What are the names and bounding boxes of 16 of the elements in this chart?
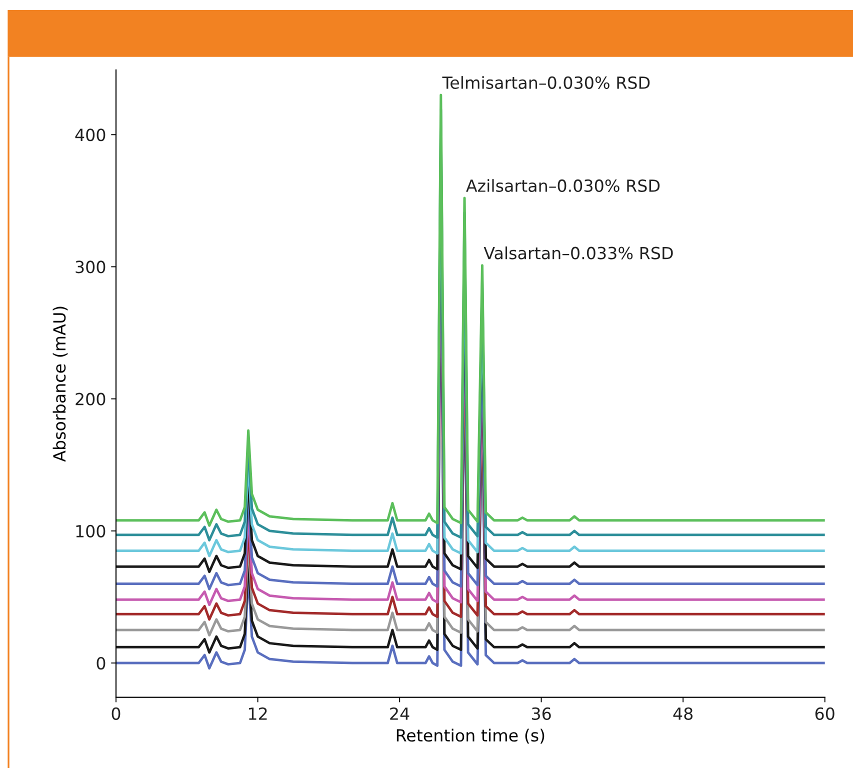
x-tick-label: 0 <box>112 707 120 720</box>
x-tick-label: 12 <box>249 707 267 720</box>
y-tick-label: 200 <box>76 392 106 406</box>
y-tick-label: 300 <box>76 260 106 274</box>
annotation: Azilsartan–0.030% RSD <box>466 179 660 192</box>
annotation: Valsartan–0.033% RSD <box>484 246 673 260</box>
y-axis-title: Absorbance (mAU) <box>52 306 68 462</box>
y-tick-label: 100 <box>76 524 106 538</box>
x-tick-label: 48 <box>673 707 693 720</box>
x-axis-title: Retention time (s) <box>396 728 544 744</box>
x-tick-label: 36 <box>532 707 551 720</box>
x-tick-label: 60 <box>815 707 834 720</box>
y-tick-label: 0 <box>96 656 106 670</box>
x-tick-label: 24 <box>390 707 410 720</box>
annotation: Telmisartan–0.030% RSD <box>442 76 650 89</box>
y-tick-label: 400 <box>75 128 106 142</box>
